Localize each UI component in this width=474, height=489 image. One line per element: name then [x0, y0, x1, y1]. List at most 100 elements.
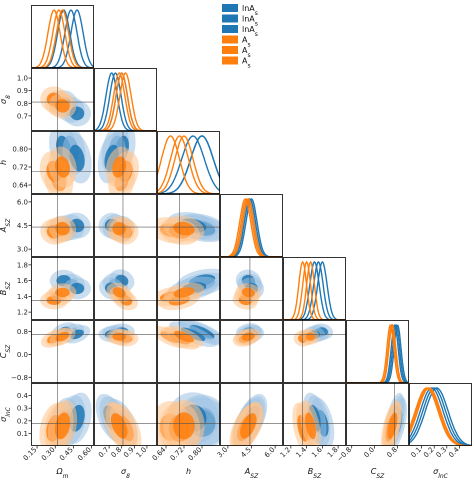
panel-frame-0-4 — [31, 257, 94, 320]
panel-frame-2-5 — [157, 320, 220, 383]
contour-inner-0-6-5 — [54, 412, 71, 440]
y-axis-label-4: BSZ — [0, 281, 12, 295]
y-tick-2-2: 0.80 — [12, 146, 28, 154]
panel-2-3 — [157, 194, 220, 257]
y-axis-label-6: σlnC — [0, 406, 12, 422]
panel-0-3: 3.0 4.5 6.0 ASZ — [0, 194, 94, 257]
density-curve-6-5 — [409, 387, 472, 446]
panel-2-5 — [157, 320, 220, 383]
panel-frame-6-6 — [409, 383, 472, 446]
y-tick-6-1: 0.2 — [17, 417, 28, 425]
panel-frame-0-6 — [31, 383, 94, 446]
contour-inner-0-4-5 — [55, 287, 70, 298]
panel-3-4 — [220, 257, 283, 320]
y-tick-1-3: 1.0 — [17, 75, 28, 83]
panel-3-3 — [220, 194, 283, 257]
panel-frame-0-1 — [31, 68, 94, 131]
density-curve-4-1 — [283, 261, 346, 320]
panel-frame-3-5 — [220, 320, 283, 383]
panel-0-0 — [31, 5, 94, 68]
x-axis-label-5: CSZ — [371, 467, 385, 480]
x-tick-6-2: 0.3 — [435, 446, 449, 460]
panel-frame-1-2 — [94, 131, 157, 194]
panel-frame-2-3 — [157, 194, 220, 257]
density-curve-4-3 — [283, 260, 346, 320]
density-curve-2-5 — [157, 135, 220, 194]
contour-inner-4-6-5 — [305, 412, 316, 440]
panel-frame-2-4 — [157, 257, 220, 320]
y-tick-1-0: 0.7 — [17, 112, 28, 120]
panel-1-4 — [94, 257, 157, 320]
x-tick-1-0: 0.7 — [97, 446, 111, 460]
panel-0-4: 1.2 1.4 1.6 1.8 BSZ — [0, 257, 94, 320]
density-curve-1-2 — [94, 72, 157, 131]
y-tick-3-0: 3.0 — [17, 246, 28, 254]
contour-inner-1-3-5 — [112, 222, 126, 236]
contour-inner-0-1-5 — [55, 98, 70, 113]
panel-2-4 — [157, 257, 220, 320]
panel-1-5 — [94, 320, 157, 383]
x-tick-0-2: 0.45 — [58, 446, 75, 463]
x-tick-2-0: 0.64 — [151, 445, 168, 462]
panel-2-6: 0.64 0.72 0.80 h — [151, 383, 220, 476]
density-curve-4-2 — [283, 261, 346, 320]
x-tick-0-1: 0.30 — [40, 446, 57, 463]
x-tick-3-0: 3.0 — [216, 446, 230, 460]
y-tick-4-3: 1.8 — [17, 261, 28, 269]
contour-inner-0-2-5 — [55, 156, 70, 178]
density-curve-2-3 — [157, 135, 220, 194]
panel-frame-1-3 — [94, 194, 157, 257]
y-tick-5-1: 0.0 — [17, 351, 28, 359]
contour-inner-2-5-5 — [173, 330, 195, 343]
x-tick-2-2: 0.80 — [187, 446, 204, 463]
y-tick-4-0: 1.2 — [17, 309, 28, 317]
panel-frame-0-2 — [31, 131, 94, 194]
panel-frame-1-5 — [94, 320, 157, 383]
y-axis-label-3: ASZ — [0, 218, 12, 233]
panel-frame-1-6 — [94, 383, 157, 446]
y-tick-4-1: 1.4 — [17, 293, 29, 301]
panel-frame-1-1 — [94, 68, 157, 131]
density-curve-5-1 — [346, 324, 409, 383]
y-axis-label-1: σ8 — [0, 95, 12, 104]
density-curve-5-5 — [346, 323, 409, 383]
x-tick-6-1: 0.2 — [422, 446, 436, 460]
legend-label-3: As — [242, 36, 251, 49]
y-tick-1-2: 0.9 — [17, 87, 28, 95]
density-curve-0-2 — [31, 9, 94, 68]
y-tick-6-3: 0.4 — [17, 392, 29, 400]
panel-0-2: 0.64 0.72 0.80 h — [0, 131, 94, 194]
x-tick-1-1: 0.8 — [110, 446, 124, 460]
legend-label-1: lnAs — [242, 15, 258, 28]
contour-inner-1-4-5 — [112, 287, 126, 298]
x-tick-6-0: 0.1 — [409, 446, 423, 460]
legend-swatch-1 — [222, 14, 238, 23]
x-tick-1-2: 0.9 — [122, 446, 136, 460]
x-tick-5-1: 0.0 — [363, 446, 377, 460]
panel-0-6: 0.150.300.450.60 Ωm 0.1 0.2 0.3 0.4 σlnC — [0, 383, 94, 480]
x-axis-label-1: σ8 — [121, 467, 130, 480]
panel-frame-0-5 — [31, 320, 94, 383]
legend-swatch-2 — [222, 25, 238, 33]
legend-swatch-0 — [222, 4, 238, 12]
y-tick-5-0: −0.8 — [11, 374, 28, 382]
x-axis-label-0: Ωm — [56, 467, 69, 480]
density-curve-6-1 — [409, 387, 472, 446]
panel-3-5 — [220, 320, 283, 383]
contour-inner-2-3-5 — [173, 221, 195, 236]
y-tick-6-2: 0.3 — [17, 405, 28, 413]
density-curve-0-4 — [31, 9, 94, 68]
y-axis-label-5: CSZ — [0, 344, 12, 358]
contour-inner-1-5-5 — [112, 332, 127, 341]
contour-inner-3-4-5 — [241, 287, 255, 298]
density-curve-6-0 — [409, 387, 472, 446]
y-tick-4-2: 1.6 — [17, 277, 29, 285]
panel-4-5 — [283, 320, 346, 383]
density-curve-5-0 — [346, 324, 409, 383]
y-axis-label-2: h — [0, 160, 8, 165]
x-axis-label-3: ASZ — [244, 467, 259, 480]
